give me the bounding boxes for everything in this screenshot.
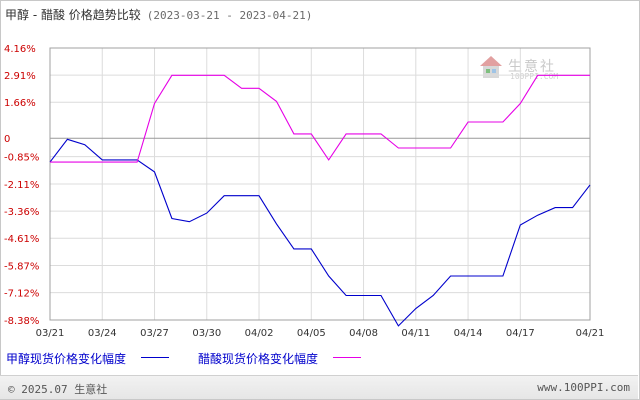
x-tick-label: 03/27 bbox=[140, 328, 169, 339]
y-tick-label: 1.66% bbox=[4, 98, 36, 109]
y-tick-label: -3.36% bbox=[4, 207, 39, 218]
x-tick-label: 04/14 bbox=[454, 328, 483, 339]
series-line-acetic bbox=[50, 74, 590, 163]
legend-swatch-methanol bbox=[141, 357, 169, 358]
y-tick-label: -4.61% bbox=[4, 234, 39, 245]
y-tick-label: 0 bbox=[4, 134, 10, 145]
legend-label-methanol: 甲醇现货价格变化幅度 bbox=[6, 352, 127, 366]
x-tick-label: 04/11 bbox=[401, 328, 430, 339]
y-tick-label: -0.85% bbox=[4, 153, 39, 164]
chart-title-main: 甲醇 - 醋酸 价格趋势比较 bbox=[5, 8, 141, 22]
footer: © 2025.07 生意社 www.100PPI.com bbox=[0, 375, 638, 399]
chart-date-range: (2023-03-21 - 2023-04-21) bbox=[146, 9, 313, 22]
y-axis-ticks: 4.16% 2.91% 1.66% 0 -0.85% -2.11% -3.36% -4.61%… bbox=[4, 44, 39, 327]
y-tick-label: -7.12% bbox=[4, 289, 39, 300]
grid-lines bbox=[49, 47, 591, 321]
y-tick-label: 4.16% bbox=[4, 44, 36, 55]
y-tick-label: 2.91% bbox=[4, 71, 36, 82]
legend-label-acetic: 醋酸现货价格变化幅度 bbox=[198, 352, 319, 366]
x-tick-label: 03/30 bbox=[192, 328, 221, 339]
x-tick-label: 03/24 bbox=[88, 328, 117, 339]
plot-border bbox=[49, 47, 591, 321]
x-axis-ticks: 03/21 03/24 03/27 03/30 04/02 04/05 04/08 04/11… bbox=[36, 328, 605, 339]
x-tick-label: 03/21 bbox=[36, 328, 65, 339]
x-tick-label: 04/02 bbox=[245, 328, 274, 339]
x-tick-label: 04/21 bbox=[576, 328, 605, 339]
footer-copyright: © 2025.07 生意社 bbox=[8, 383, 108, 396]
series-line-methanol bbox=[49, 138, 591, 327]
legend: 甲醇现货价格变化幅度 醋酸现货价格变化幅度 bbox=[6, 350, 426, 368]
watermark-site: 100PPI.COM bbox=[510, 72, 559, 81]
x-tick-label: 04/08 bbox=[349, 328, 378, 339]
y-tick-label: -8.38% bbox=[4, 316, 39, 327]
x-tick-label: 04/05 bbox=[297, 328, 326, 339]
legend-swatch-acetic bbox=[333, 357, 361, 358]
watermark-brand: 生意社 bbox=[508, 59, 556, 75]
chart-title: 甲醇 - 醋酸 价格趋势比较 (2023-03-21 - 2023-04-21) bbox=[5, 6, 312, 23]
x-tick-label: 04/17 bbox=[506, 328, 535, 339]
series-lines bbox=[49, 74, 591, 327]
y-tick-label: -5.87% bbox=[4, 262, 39, 273]
axes bbox=[49, 47, 591, 321]
y-tick-label: -2.11% bbox=[4, 180, 39, 191]
watermark-logo: 生意社 100PPI.COM bbox=[478, 54, 598, 84]
footer-url[interactable]: www.100PPI.com bbox=[537, 381, 630, 394]
